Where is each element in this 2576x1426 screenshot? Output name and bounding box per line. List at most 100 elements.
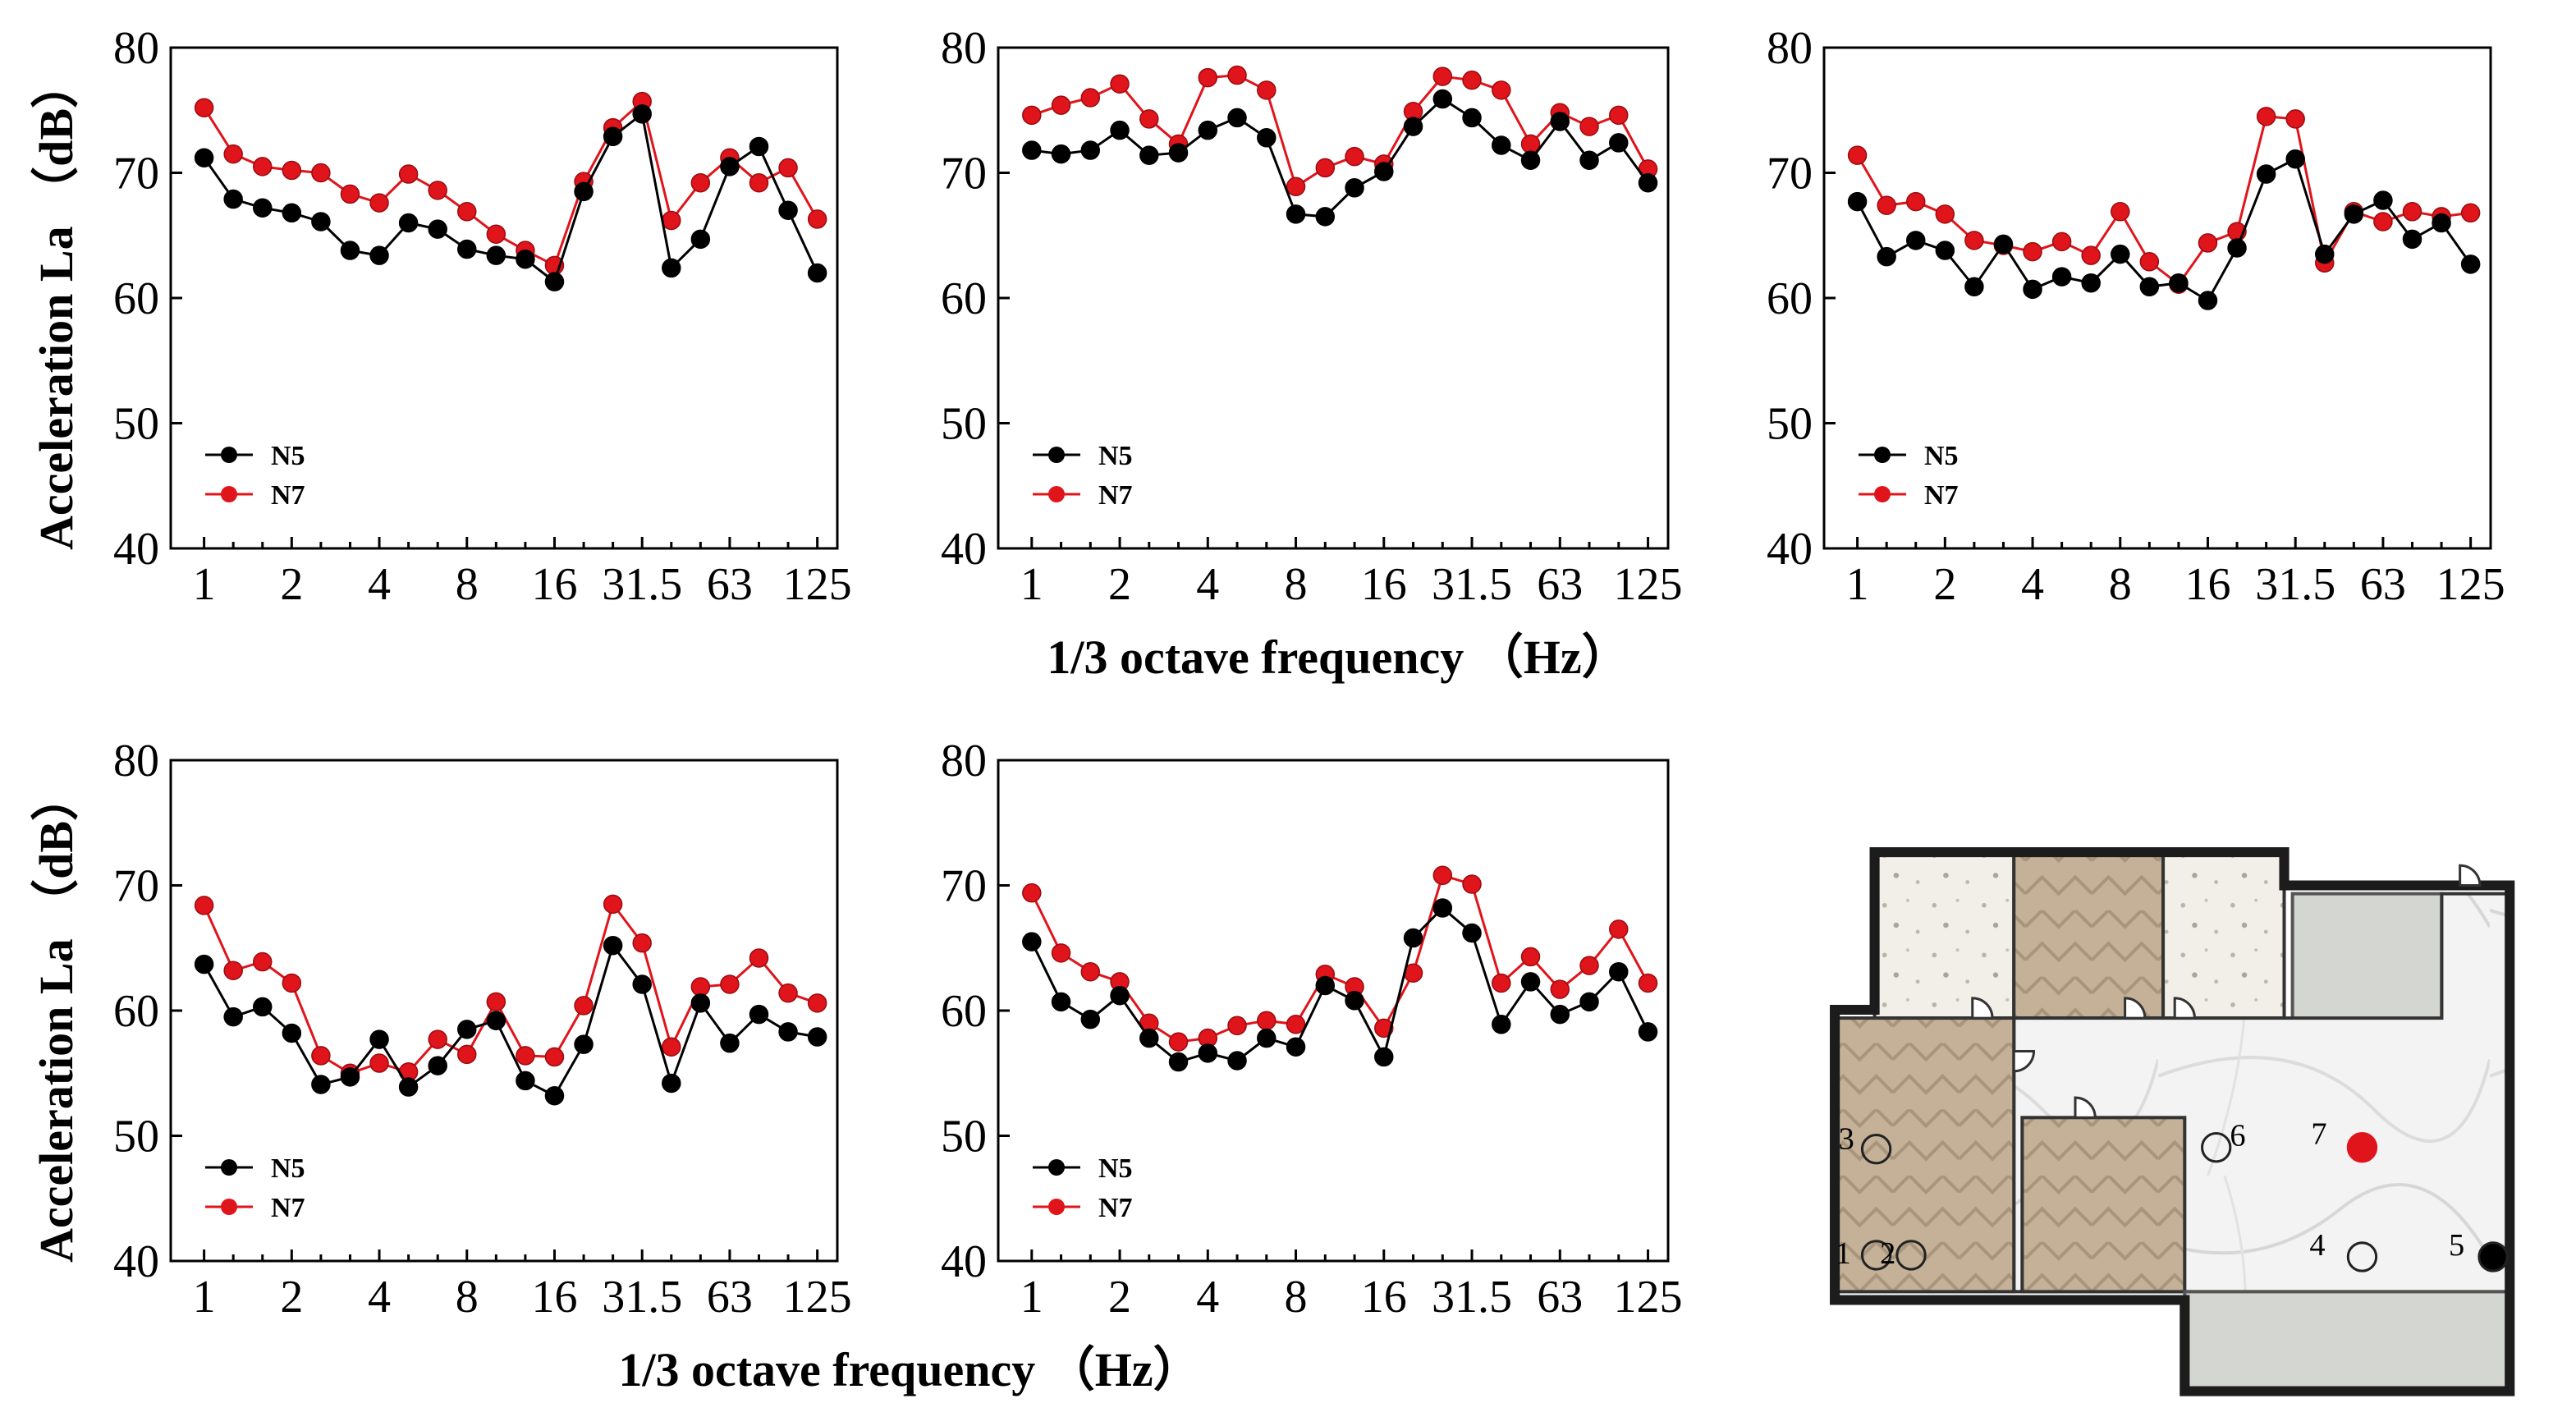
data-point-n5 [1110,985,1130,1006]
data-point-n5 [574,181,594,202]
data-point-n5 [516,249,535,269]
data-point-n5 [252,997,273,1017]
data-point-n7 [778,158,798,178]
series-line-n7 [1856,115,2471,287]
x-axis-label-bottom: 1/3 octave frequency （Hz） [618,1343,1200,1396]
y-tick-label: 80 [941,23,987,74]
data-point-n5 [1168,143,1189,163]
data-point-n5 [1403,928,1423,948]
x-tick-label: 31.5 [2255,559,2335,610]
data-point-n7 [1579,117,1599,136]
x-tick-label: 8 [456,1272,479,1323]
data-point-n5 [311,212,331,232]
data-point-n5 [1198,1043,1218,1063]
measuring-point-4 [2346,1241,2378,1272]
y-tick-label: 50 [113,399,159,450]
y-tick-label: 80 [113,736,159,786]
data-point-n5 [1345,178,1364,198]
x-tick-label: 2 [1933,559,1956,610]
data-point-n5 [223,1006,243,1027]
data-point-n7 [311,163,331,183]
data-point-n5 [223,189,243,209]
data-point-n7 [1257,80,1277,100]
data-point-n5 [457,239,477,259]
legend-marker [1048,1159,1065,1176]
plot-frame [169,46,839,550]
data-point-n5 [1257,128,1277,148]
data-point-n5 [1374,162,1394,181]
data-point-n7 [1935,204,1955,224]
y-tick-label: 80 [941,736,987,786]
data-point-n7 [749,948,769,968]
x-tick-label: 63 [707,1272,753,1323]
data-point-n7 [1227,1016,1247,1036]
y-tick-label: 40 [941,524,987,575]
legend-label: N5 [1098,441,1133,471]
data-point-n5 [1432,898,1453,918]
series-line-n5 [1030,906,1649,1064]
data-point-n5 [428,1056,447,1075]
data-point-n5 [2198,291,2218,310]
x-tick-label: 16 [1361,559,1407,610]
data-point-n7 [1345,146,1364,167]
legend-label: N7 [271,480,305,511]
data-point-n7 [544,1047,565,1067]
data-point-n5 [398,1077,419,1097]
data-point-n5 [1579,150,1599,170]
data-point-n5 [603,935,623,956]
data-point-n7 [398,164,419,184]
x-tick-label: 1 [193,559,216,610]
data-point-n7 [1286,177,1306,197]
data-point-n5 [1520,150,1541,170]
data-point-n5 [369,245,389,265]
x-tick-label: 125 [2436,559,2505,610]
x-tick-label: 4 [368,1272,391,1323]
data-point-n7 [1964,231,1984,250]
data-point-n5 [574,1034,594,1054]
legend-label: N7 [1098,480,1133,511]
x-tick-label: 4 [1196,559,1219,610]
data-point-n5 [1550,112,1570,131]
data-point-n7 [1462,70,1482,90]
data-point-n5 [2111,244,2130,264]
data-point-n5 [1462,923,1482,943]
x-tick-label: 63 [1537,559,1583,610]
chart-panel-4: 40 50 60 70 80 1 2 4 8 16 31.5 63 125 N5 N7 [113,736,852,1323]
data-point-n5 [749,1004,769,1025]
y-axis-label-top: Acceleration La （dB） [30,61,83,550]
data-point-n5 [544,1085,565,1106]
legend-marker [1048,1199,1065,1215]
data-point-n5 [1257,1028,1277,1048]
data-point-n5 [1051,992,1071,1012]
y-tick-label: 60 [113,986,159,1037]
data-point-n5 [1286,1037,1306,1057]
data-point-n5 [457,1020,477,1039]
room-bedroom-1 [1872,851,2016,1020]
y-tick-label: 70 [941,861,987,912]
data-point-n5 [428,219,447,239]
data-point-n5 [194,148,214,167]
legend-marker [1874,447,1891,463]
data-point-n7 [632,933,652,953]
data-point-n7 [1579,956,1599,975]
room-bedroom-2 [2161,851,2286,1020]
data-point-n5 [1579,992,1599,1012]
measuring-point-3 [1860,1133,1892,1165]
data-point-n7 [1110,74,1130,94]
x-tick-label: 31.5 [1432,1272,1512,1323]
data-point-n5 [2460,254,2481,274]
data-point-n5 [1877,246,1896,267]
data-point-n7 [1374,1018,1394,1039]
data-point-n7 [1315,158,1336,178]
data-point-n7 [1286,1015,1306,1034]
x-tick-label: 63 [707,559,753,610]
room-study [2012,851,2166,1020]
y-tick-label: 70 [113,149,159,199]
data-point-n7 [1877,195,1896,215]
data-point-n7 [486,992,506,1012]
legend-label: N7 [1098,1193,1133,1223]
data-point-n7 [2198,233,2218,253]
series-line-n5 [1031,97,1649,218]
data-point-n7 [486,224,506,244]
data-point-n5 [1609,961,1629,982]
